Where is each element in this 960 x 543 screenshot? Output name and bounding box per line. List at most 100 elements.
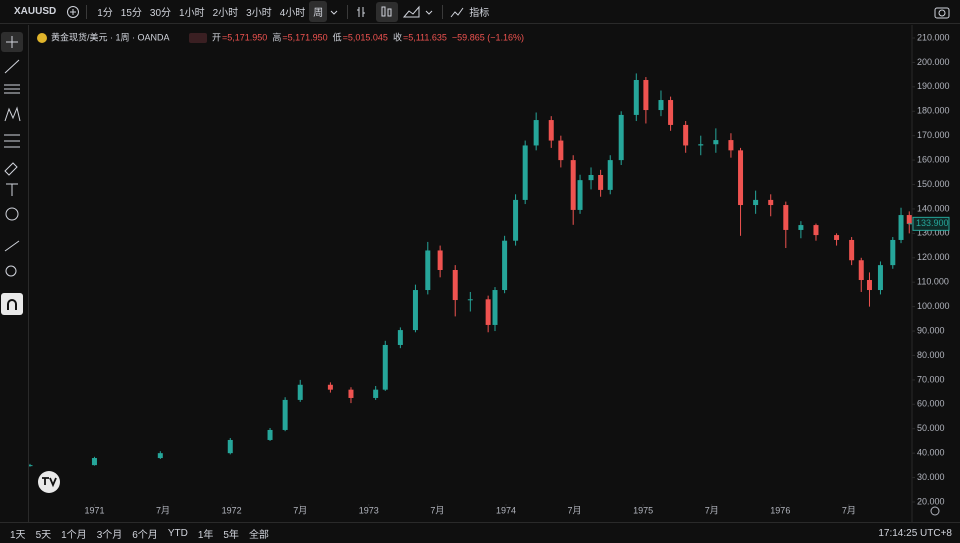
bar-style[interactable]	[354, 5, 372, 19]
tv-logo-mark	[42, 477, 57, 488]
magnet-tool[interactable]	[1, 293, 23, 315]
indicator-icon[interactable]	[449, 5, 465, 19]
area-style[interactable]	[402, 5, 422, 19]
candle-body	[577, 180, 583, 210]
candle-body	[485, 299, 491, 325]
candle-body	[738, 150, 744, 206]
candle-body	[877, 265, 883, 291]
candle-body	[157, 453, 163, 459]
x-tick-label: 7月	[568, 505, 582, 515]
candle-body	[633, 80, 639, 115]
candle-body	[425, 250, 431, 291]
add-symbol[interactable]	[66, 5, 80, 19]
separator	[86, 4, 88, 19]
magnet-icon	[7, 299, 17, 310]
y-tick-label: 180.000	[917, 106, 950, 116]
range[interactable]: YTD	[167, 527, 188, 539]
crosshair-tool[interactable]	[6, 36, 18, 48]
range[interactable]: 3个月	[96, 529, 123, 541]
icon-tool[interactable]	[5, 207, 19, 221]
y-tick-label: 150.000	[917, 179, 950, 189]
interval[interactable]: 30分	[149, 8, 172, 19]
snapshot[interactable]	[934, 5, 950, 19]
text-tool[interactable]	[6, 183, 18, 196]
candle-body	[783, 205, 789, 230]
candle-body	[548, 120, 554, 141]
y-tick-label: 100.000	[917, 301, 950, 311]
y-tick-label: 20.000	[917, 496, 945, 506]
measure-tool[interactable]	[4, 240, 20, 252]
candle-body	[698, 144, 704, 146]
y-tick-label: 120.000	[917, 252, 950, 262]
candle-body	[607, 160, 613, 190]
candle-body	[533, 120, 539, 146]
legend-icon	[189, 33, 207, 43]
indicators[interactable]: 指标	[469, 8, 490, 19]
candle-body	[412, 290, 418, 331]
interval[interactable]: 3小时	[246, 8, 272, 19]
y-tick-label: 30.000	[917, 472, 945, 482]
candle-body	[282, 399, 288, 430]
legend-items: 开 =5,171.950 高 =5,171.950 低 =5,015.045 收 =5,111…	[212, 31, 524, 42]
dropdown[interactable]	[327, 5, 341, 19]
trend-line-tool[interactable]	[4, 59, 20, 74]
separator	[442, 4, 444, 19]
interval[interactable]: 2小时	[212, 8, 239, 19]
drawing-tools	[1, 25, 29, 522]
x-tick-label: 7月	[430, 505, 444, 515]
symbol[interactable]: XAUUSD	[14, 6, 57, 17]
candle-body	[753, 199, 759, 206]
candle-body	[297, 384, 303, 400]
y-tick-label: 110.000	[917, 277, 949, 287]
candle-body	[643, 80, 649, 111]
x-tick-label: 1971	[84, 505, 104, 515]
fib-tool[interactable]	[4, 84, 20, 94]
interval[interactable]: 4小时	[279, 8, 306, 19]
y-tick-label: 210.000	[917, 32, 950, 42]
y-tick-label: 40.000	[917, 448, 945, 458]
interval[interactable]: 15分	[120, 8, 142, 19]
legend-change: −59.865 (−1.16%)	[452, 32, 524, 42]
range[interactable]: 1天	[10, 529, 26, 541]
candle-body	[522, 145, 528, 200]
range[interactable]: 全部	[248, 529, 269, 541]
range[interactable]: 6个月	[132, 529, 158, 541]
candle-body	[668, 100, 674, 125]
forecast-tool[interactable]	[4, 134, 20, 148]
legend-label: 低	[333, 31, 342, 42]
pattern-tool[interactable]	[4, 106, 21, 122]
candle-body	[437, 250, 443, 270]
dropdown[interactable]	[422, 5, 436, 19]
candle-style[interactable]	[376, 1, 399, 22]
brush-tool[interactable]	[4, 162, 18, 176]
x-tick-label: 7月	[842, 505, 856, 515]
interval-selected[interactable]: 周	[309, 1, 328, 22]
bottom-bar: 1天 5天 1个月 3个月 6个月 YTD 1年 5年 全部 17:14:25 …	[0, 522, 960, 543]
interval[interactable]: 1分	[97, 8, 113, 19]
x-tick-label: 7月	[293, 505, 307, 515]
range[interactable]: 1年	[197, 529, 214, 541]
range[interactable]: 1个月	[61, 529, 87, 541]
range[interactable]: 5天	[35, 529, 52, 541]
candle-body	[29, 465, 33, 467]
candle-body	[834, 235, 840, 240]
legend-label: 高	[272, 31, 281, 42]
axis-settings[interactable]	[930, 506, 940, 516]
separator	[347, 4, 349, 19]
range[interactable]: 5年	[223, 529, 239, 541]
y-tick-label: 160.000	[917, 154, 950, 164]
zoom-tool[interactable]	[5, 265, 17, 277]
candle-body	[382, 344, 388, 390]
tv-logo[interactable]	[38, 471, 60, 493]
candle-body	[906, 215, 912, 224]
x-tick-label: 1973	[359, 505, 379, 515]
interval[interactable]: 1小时	[179, 8, 205, 19]
last-price-tag	[912, 216, 950, 231]
candle-body	[866, 280, 872, 291]
chart: 黄金现货/美元 · 1周 · OANDA 开 =5,171.950 高 =5,171.…	[29, 25, 950, 522]
candle-body	[890, 239, 896, 266]
candle-body	[452, 270, 458, 301]
y-tick-label: 190.000	[917, 81, 950, 91]
symbol-icon	[37, 33, 47, 43]
legend-value: =5,171.950	[282, 32, 327, 42]
